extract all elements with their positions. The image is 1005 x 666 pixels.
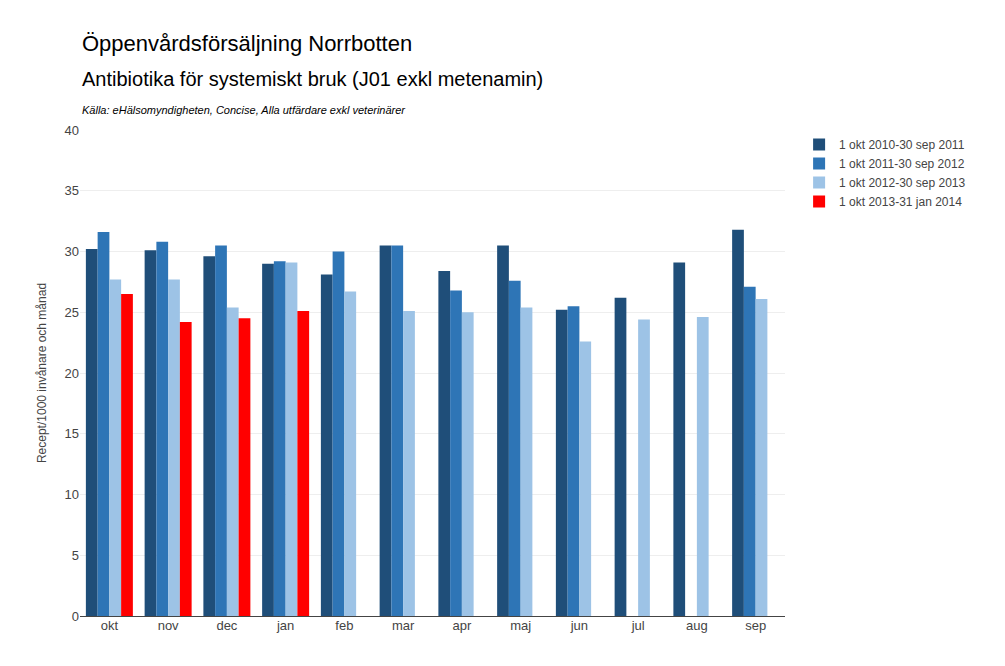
svg-text:jul: jul <box>631 618 645 633</box>
svg-text:maj: maj <box>510 618 531 633</box>
svg-text:Öppenvårdsförsäljning Norrbott: Öppenvårdsförsäljning Norrbotten <box>82 31 412 56</box>
svg-text:dec: dec <box>216 618 237 633</box>
svg-text:25: 25 <box>65 305 79 320</box>
svg-text:10: 10 <box>65 487 79 502</box>
svg-text:30: 30 <box>65 244 79 259</box>
svg-text:mar: mar <box>392 618 415 633</box>
svg-text:35: 35 <box>65 183 79 198</box>
svg-text:1 okt 2013-31 jan 2014: 1 okt 2013-31 jan 2014 <box>839 195 962 209</box>
svg-text:Källa: eHälsomyndigheten, Conc: Källa: eHälsomyndigheten, Concise, Alla … <box>82 104 406 116</box>
svg-text:Recept/1000 invånare och månad: Recept/1000 invånare och månad <box>35 283 49 463</box>
svg-text:1 okt 2010-30 sep 2011: 1 okt 2010-30 sep 2011 <box>839 138 965 152</box>
svg-text:15: 15 <box>65 426 79 441</box>
svg-text:jun: jun <box>570 618 588 633</box>
svg-text:5: 5 <box>72 548 79 563</box>
svg-text:Antibiotika för systemiskt bru: Antibiotika för systemiskt bruk (J01 exk… <box>82 68 543 90</box>
svg-text:0: 0 <box>72 609 79 624</box>
svg-text:1 okt 2012-30 sep 2013: 1 okt 2012-30 sep 2013 <box>839 176 965 190</box>
svg-text:1 okt 2011-30 sep 2012: 1 okt 2011-30 sep 2012 <box>839 157 965 171</box>
svg-text:20: 20 <box>65 366 79 381</box>
svg-text:feb: feb <box>335 618 353 633</box>
svg-text:nov: nov <box>158 618 179 633</box>
svg-text:aug: aug <box>686 618 708 633</box>
svg-text:40: 40 <box>65 123 79 138</box>
svg-text:jan: jan <box>276 618 294 633</box>
svg-text:apr: apr <box>452 618 471 633</box>
svg-text:okt: okt <box>101 618 119 633</box>
svg-text:sep: sep <box>745 618 766 633</box>
